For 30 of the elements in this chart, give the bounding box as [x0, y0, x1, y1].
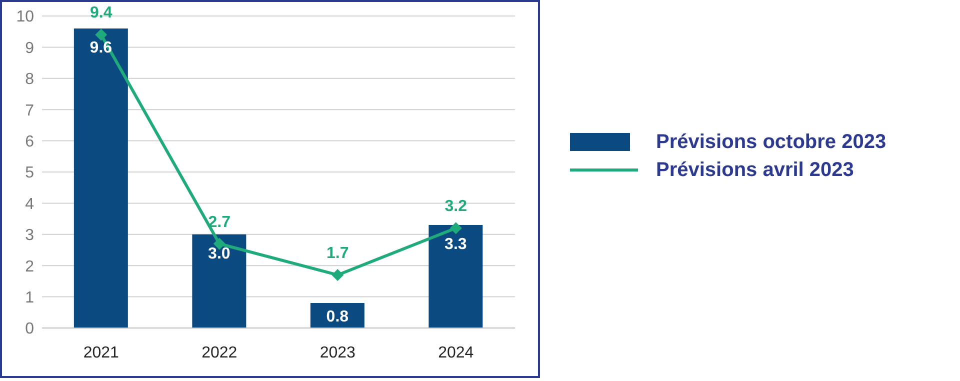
y-tick-label: 3 — [25, 227, 34, 244]
bar — [192, 234, 246, 328]
y-tick-label: 2 — [25, 258, 34, 276]
data-label: 3.0 — [208, 245, 230, 262]
y-tick-label: 9 — [25, 40, 34, 57]
y-tick-label: 10 — [16, 8, 34, 26]
x-tick-label: 2024 — [438, 344, 474, 362]
y-tick-label: 1 — [25, 289, 34, 306]
point — [95, 28, 108, 41]
data-label: 3.3 — [444, 236, 467, 254]
bar — [428, 225, 483, 328]
data-label: 3.2 — [444, 198, 468, 216]
data-label: 9.6 — [90, 39, 112, 56]
y-tick-label: 6 — [25, 133, 34, 150]
point — [450, 222, 462, 234]
data-label: 9.4 — [90, 4, 112, 22]
data-label: 0.8 — [326, 308, 349, 326]
y-tick-label: 5 — [25, 164, 34, 182]
bar — [74, 28, 128, 328]
x-tick-label: 2022 — [202, 344, 238, 362]
y-tick-label: 0 — [25, 320, 34, 338]
point — [332, 268, 344, 281]
y-tick-label: 7 — [25, 102, 34, 120]
legend-label: Prévisions avril 2023 — [656, 158, 854, 182]
x-tick-label: 2023 — [320, 344, 356, 362]
y-tick-label: 8 — [25, 71, 34, 88]
x-tick-label: 2021 — [83, 344, 120, 362]
legend-label: Prévisions octobre 2023 — [656, 130, 886, 154]
data-label: 1.7 — [326, 244, 349, 262]
y-tick-label: 4 — [25, 196, 34, 213]
